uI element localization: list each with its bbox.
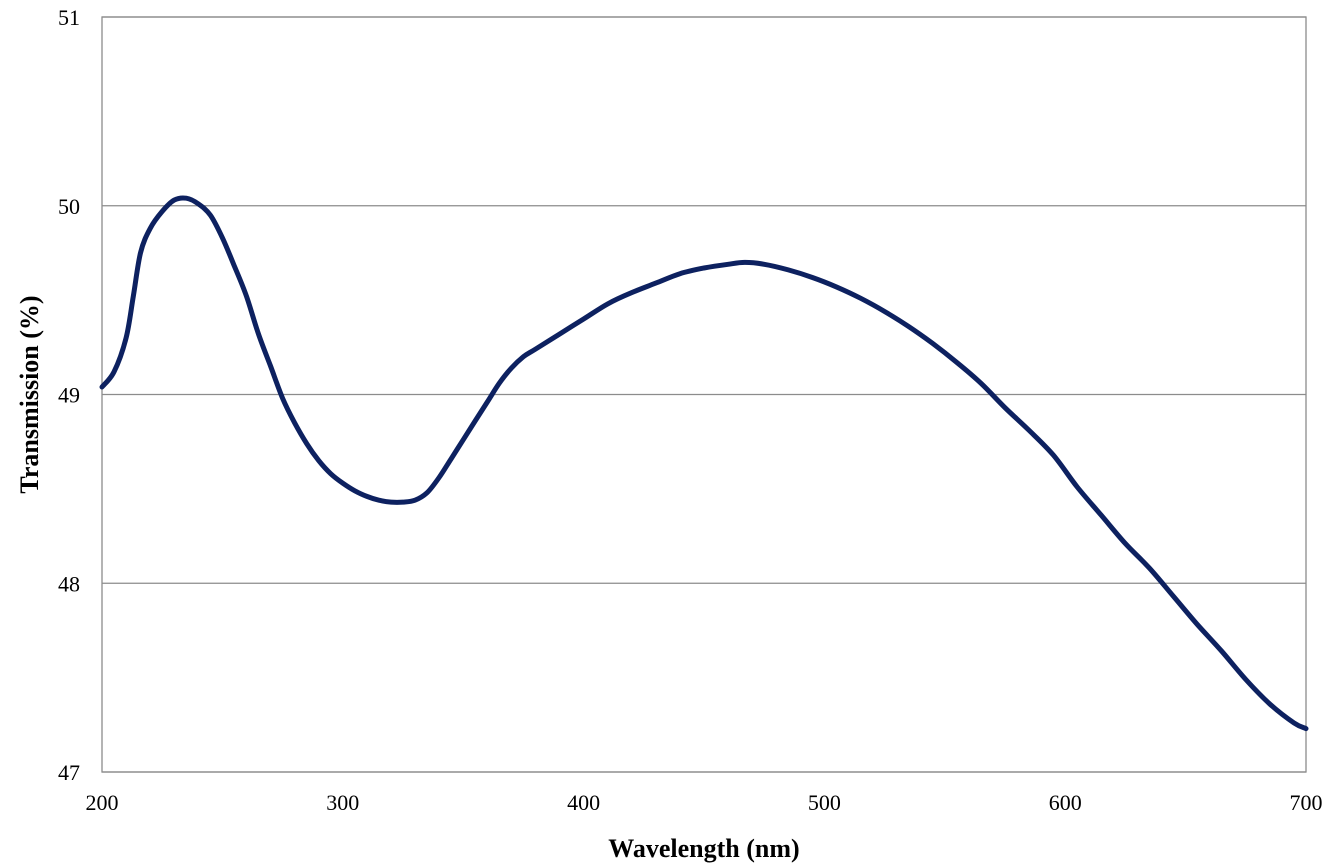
y-tick-label: 50 — [58, 194, 80, 219]
x-tick-label: 400 — [567, 790, 600, 815]
x-tick-label: 200 — [86, 790, 119, 815]
x-axis-tick-labels: 200 300 400 500 600 700 — [86, 790, 1323, 815]
y-axis-tick-labels: 47 48 49 50 51 — [58, 5, 80, 785]
series-line-0 — [99, 195, 1309, 732]
x-tick-label: 700 — [1290, 790, 1323, 815]
x-tick-label: 500 — [808, 790, 841, 815]
y-axis-title: Transmission (%) — [15, 295, 44, 493]
y-tick-label: 48 — [58, 571, 80, 596]
x-tick-label: 300 — [326, 790, 359, 815]
plot-area-frame — [101, 16, 1307, 773]
y-tick-label: 47 — [58, 760, 80, 785]
x-axis-title: Wavelength (nm) — [608, 834, 799, 863]
y-tick-label: 51 — [58, 5, 80, 30]
y-tick-label: 49 — [58, 383, 80, 408]
series-layer — [99, 195, 1309, 732]
x-tick-label: 600 — [1049, 790, 1082, 815]
